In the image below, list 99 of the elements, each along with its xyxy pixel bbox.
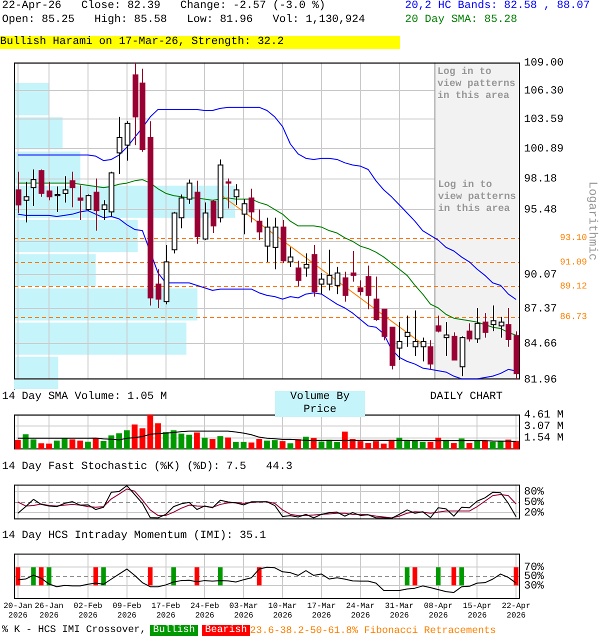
bar [264, 440, 270, 450]
bar [54, 440, 60, 450]
ref-line-label: 91.09 [560, 257, 588, 268]
chart-title: 14 Day SMA Volume: 1.05 M [2, 391, 168, 404]
bar [248, 442, 254, 450]
bar [225, 437, 231, 450]
x-tick-label: 26-Jan 2026 [34, 602, 64, 621]
y-tick-label: 84.66 [524, 338, 558, 350]
x-tick-label: 17-Mar 2026 [307, 602, 336, 621]
bar [46, 444, 52, 450]
bar [513, 440, 520, 450]
text: Bullish [150, 625, 198, 636]
chart-title: 14 Day Fast Stochastic (%K) (%D): 7.5 44.3 [2, 461, 292, 474]
bar [69, 439, 76, 450]
y-tick-label: 100.89 [524, 143, 564, 156]
bar [132, 424, 138, 450]
y-tick-label: 90.07 [524, 269, 558, 282]
ref-line-label: 93.10 [560, 233, 588, 244]
bar [38, 443, 44, 450]
bar [295, 439, 302, 450]
x-tick-label: 03-Mar 2026 [229, 602, 258, 621]
text: Bearish [202, 625, 250, 636]
x-tick-label: 24-Feb 2026 [190, 602, 220, 621]
bar [194, 432, 200, 450]
bar [30, 439, 36, 450]
annotation: Volume By Price [275, 391, 365, 417]
bar [14, 220, 138, 252]
bar [303, 436, 309, 450]
bar [14, 322, 186, 355]
bar [357, 441, 364, 450]
bar [412, 440, 418, 450]
bar [14, 440, 21, 450]
text: 20,2 HC Bands: 82.58 , 88.07 [405, 0, 590, 13]
x-tick-label: 17-Feb 2026 [151, 602, 180, 621]
bar [498, 441, 504, 450]
bar [14, 356, 58, 389]
y-tick-label: 87.37 [524, 303, 558, 316]
x-tick-label: 15-Apr 2026 [462, 602, 492, 621]
bar [428, 442, 434, 450]
bar [210, 438, 216, 450]
annotation: Log in to view patterns in this area [438, 178, 516, 215]
bar [466, 442, 472, 450]
bar [334, 442, 340, 450]
bar [62, 438, 68, 450]
bar [202, 438, 208, 450]
y-tick-label: 50% [524, 496, 544, 509]
bar [490, 442, 496, 450]
ref-line-label: 89.12 [560, 282, 588, 292]
x-tick-label: 22-Apr 2026 [502, 602, 531, 621]
bar [272, 440, 278, 450]
bar [458, 438, 465, 450]
bar [124, 430, 130, 450]
bar [380, 444, 387, 450]
bar [450, 442, 457, 450]
y-tick-label: 106.30 [524, 85, 564, 98]
bar [373, 441, 379, 450]
text: DAILY CHART [430, 391, 503, 404]
ref-line-label: 86.73 [560, 312, 588, 322]
chart-subtitle: Open: 85.25 High: 85.58 Low: 81.96 Vol: 1,130,924 [2, 14, 366, 27]
y-axis-title: Logarithmic [586, 181, 600, 261]
bar [140, 428, 146, 450]
text: Bullish Harami on 17-Mar-26, Strength: 32.2 [0, 36, 400, 49]
x-tick-label: 02-Feb 2026 [74, 602, 103, 621]
bar [155, 423, 161, 450]
chart-title: 14 Day HCS Intraday Momentum (IMI): 35.1 [2, 530, 266, 543]
y-tick-label: 30% [524, 580, 544, 592]
x-tick-label: 24-Mar 2026 [346, 602, 376, 621]
y-tick-label: 103.59 [524, 114, 564, 126]
x-tick-label: 08-Apr 2026 [424, 602, 453, 621]
y-tick-label: 109.00 [524, 58, 564, 70]
y-tick-label: 95.48 [524, 204, 558, 217]
y-tick-label: 20% [524, 507, 544, 520]
band-label: Log in to view patterns in this area [437, 66, 516, 102]
bar [77, 440, 84, 450]
bar [280, 441, 286, 450]
x-tick-label: 10-Mar 2026 [268, 602, 298, 621]
x-tick-label: 09-Feb 2026 [112, 602, 142, 621]
text: 23.6-38.2-50-61.8% Fibonacci Retracements [250, 625, 496, 638]
bar [170, 430, 177, 450]
y-tick-label: 3.07 M [524, 421, 564, 434]
text: 20 Day SMA: 85.28 [405, 14, 518, 27]
bar [14, 254, 96, 286]
x-tick-label: 20-Jan 2026 [3, 602, 32, 621]
y-tick-label: 1.54 M [524, 432, 564, 445]
chart-title: 22-Apr-26 Close: 82.39 Change: -2.57 (-3.0 %) [2, 0, 326, 13]
bar [318, 441, 324, 450]
bar [217, 436, 224, 450]
x-tick-label: 31-Mar 2026 [384, 602, 414, 621]
y-tick-label: 81.96 [524, 374, 558, 386]
y-tick-label: 98.18 [524, 174, 558, 186]
bar [116, 433, 122, 450]
bar [256, 438, 262, 450]
bar [85, 442, 91, 450]
legend-title: % K - HCS IMI Crossover, [2, 625, 146, 636]
y-tick-label: 80% [524, 486, 544, 498]
bar [287, 443, 294, 450]
bar [100, 441, 106, 450]
y-tick-label: 4.61 M [524, 410, 564, 422]
bar [482, 441, 488, 450]
